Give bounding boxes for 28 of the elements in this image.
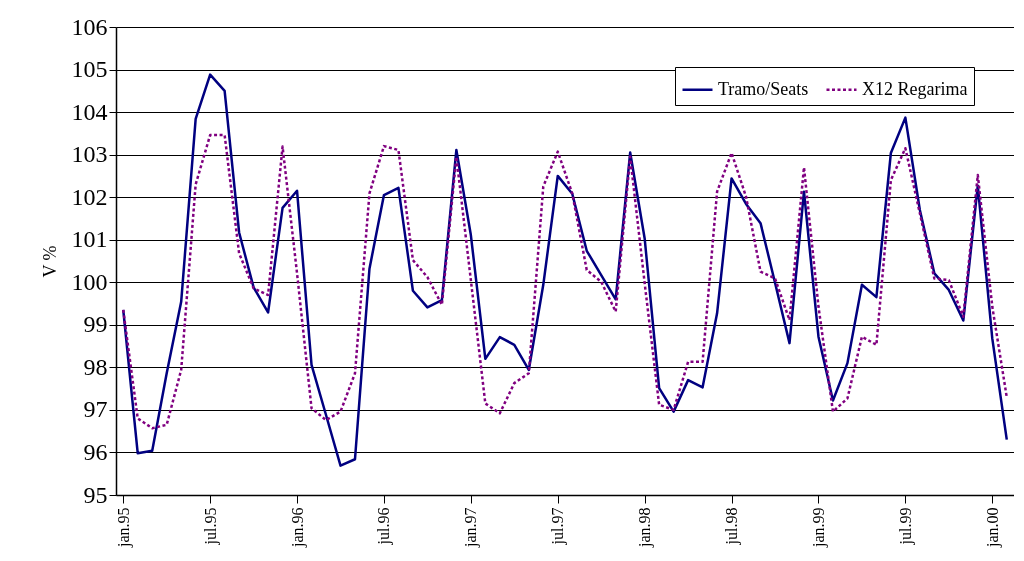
y-axis-title: V %	[39, 245, 60, 278]
legend-label: X12 Regarima	[862, 78, 968, 99]
x-tick-label: jul.98	[723, 507, 742, 546]
x-tick-label: jul.99	[896, 507, 915, 546]
y-tick-label: 103	[71, 141, 108, 168]
x-tick-label: jan.95	[114, 507, 133, 549]
y-tick-label: 102	[71, 183, 108, 210]
x-tick-label: jan.99	[809, 507, 828, 549]
x-tick-label: jan.97	[462, 507, 481, 549]
line-series	[121, 133, 1009, 430]
y-tick-label: 105	[71, 56, 108, 83]
legend-label: Tramo/Seats	[718, 78, 809, 99]
x-tick-label: jan.00	[983, 507, 1002, 549]
y-tick-label: 106	[71, 13, 108, 40]
y-tick-label: 100	[71, 268, 108, 295]
x-tick-label: jan.96	[288, 507, 307, 549]
x-tick-label: jul.97	[549, 507, 568, 546]
y-tick-label: 101	[71, 226, 108, 253]
x-tick-label: jul.95	[201, 507, 220, 546]
x-tick-label: jul.96	[375, 507, 394, 546]
y-tick-label: 98	[83, 353, 108, 380]
y-tick-label: 104	[71, 98, 108, 125]
y-tick-label: 96	[83, 438, 108, 465]
x-tick-label: jan.98	[636, 507, 655, 549]
y-tick-label: 95	[83, 481, 108, 508]
y-tick-label: 97	[83, 396, 108, 423]
line-series	[121, 73, 1009, 467]
y-tick-label: 99	[83, 311, 108, 338]
